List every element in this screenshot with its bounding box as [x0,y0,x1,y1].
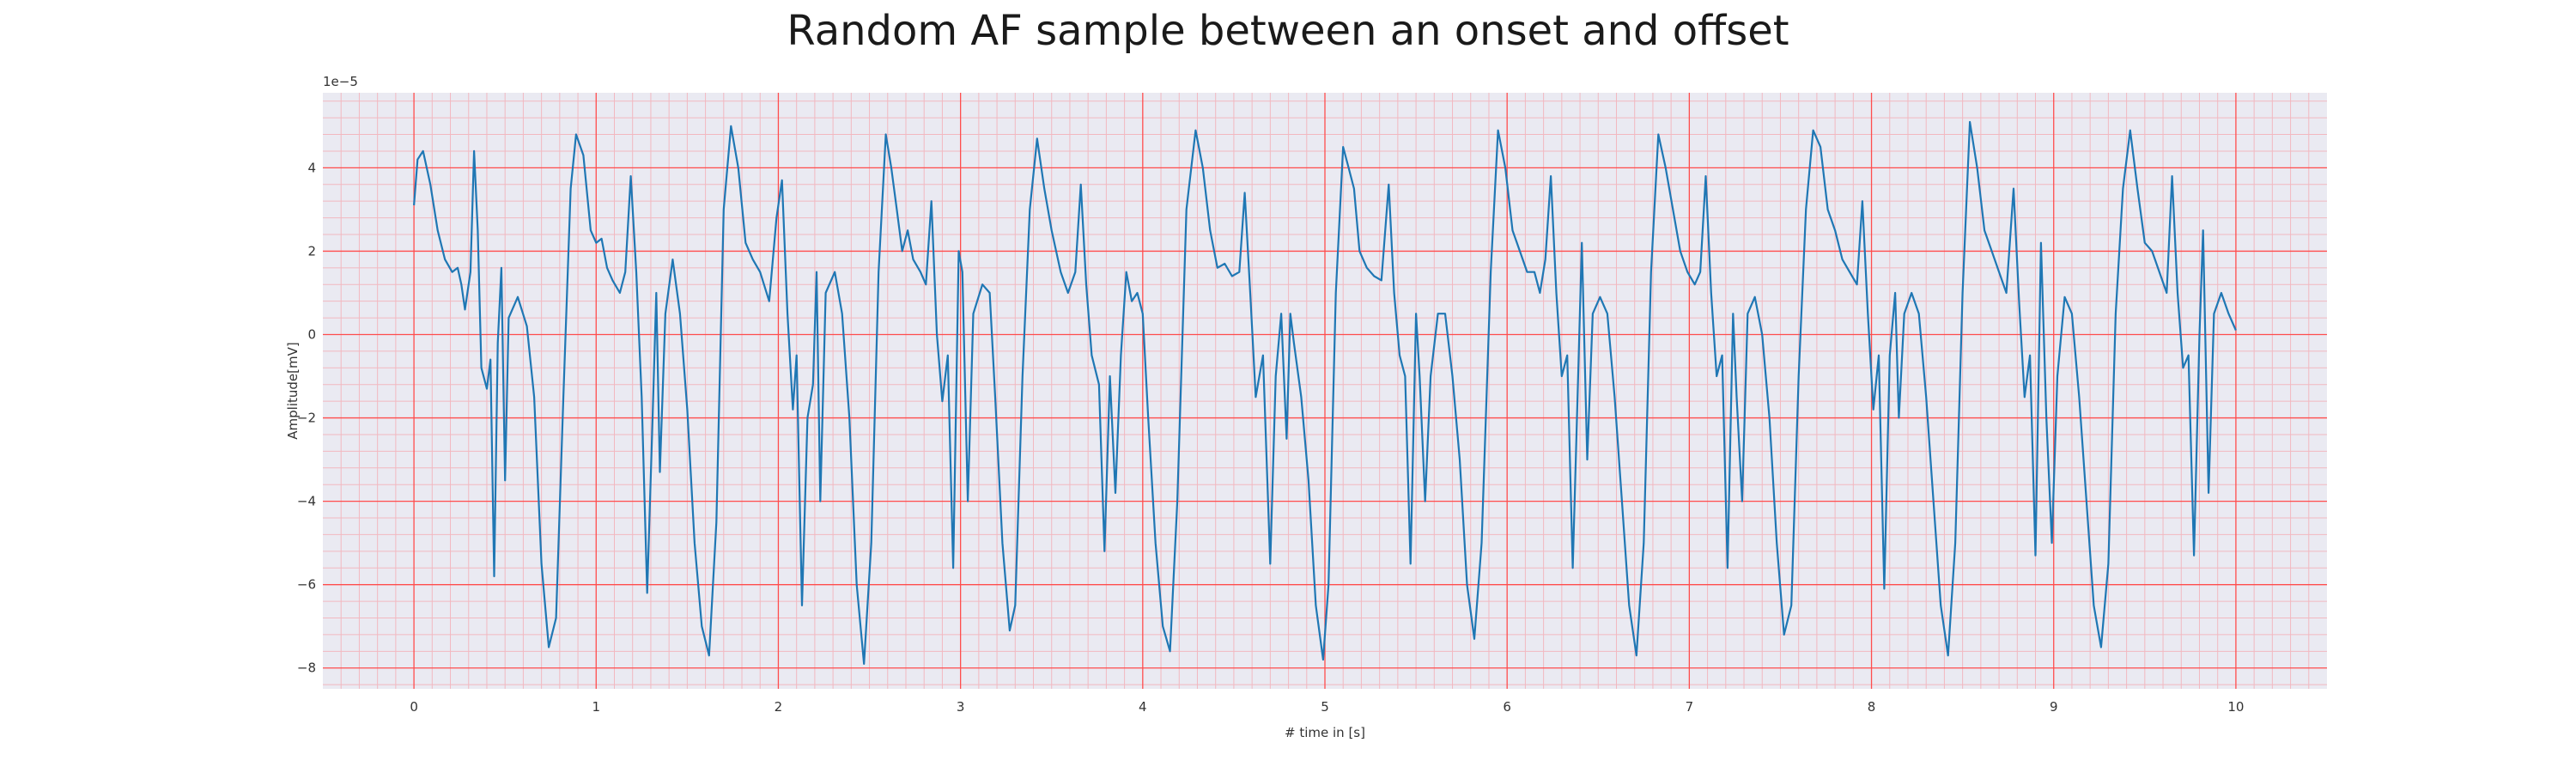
x-tick-label: 1 [592,699,600,715]
x-tick-label: 3 [957,699,965,715]
y-axis-label: Amplitude[mV] [285,342,301,439]
x-tick-label: 10 [2227,699,2244,715]
y-tick-label: 2 [307,243,316,259]
y-tick-labels: −8 −6 −4 −2 0 2 4 [297,160,316,675]
chart-title: Random AF sample between an onset and of… [787,7,1789,55]
x-tick-label: 8 [1868,699,1876,715]
x-tick-label: 6 [1503,699,1511,715]
y-tick-label: 4 [307,160,316,175]
y-tick-label: −4 [297,494,316,509]
x-tick-label: 0 [410,699,418,715]
y-tick-label: −2 [297,411,316,426]
x-tick-label: 2 [775,699,783,715]
x-tick-labels: 0 1 2 3 4 5 6 7 8 9 10 [410,699,2244,715]
y-tick-label: −6 [297,577,316,593]
x-axis-label: # time in [s] [1285,725,1365,740]
series-line [413,120,2237,665]
y-axis-offset-label: 1e−5 [323,74,358,89]
y-tick-label: 0 [307,326,316,342]
major-grid [323,93,2327,689]
x-tick-label: 5 [1321,699,1329,715]
x-tick-label: 7 [1686,699,1694,715]
x-tick-label: 4 [1139,699,1147,715]
x-tick-label: 9 [2050,699,2058,715]
y-tick-label: −8 [297,660,316,676]
